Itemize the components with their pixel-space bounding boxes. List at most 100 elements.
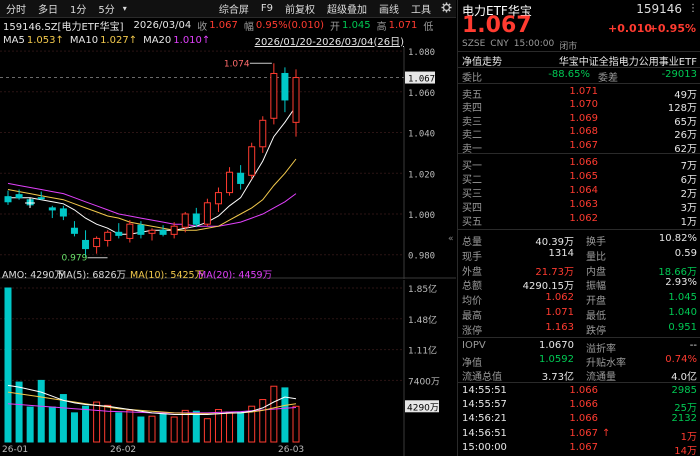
weicha-value: -29013: [661, 69, 697, 80]
currency-text: CNY: [490, 39, 509, 49]
y-tick-label: 1.080: [408, 48, 435, 58]
float-shares-value: 4.0亿: [671, 372, 697, 383]
tick-row: 14:56:51 1.067 ↑ 1万: [458, 427, 700, 443]
vol-ma20-label: MA(20): 4459万: [198, 270, 272, 281]
tick-row: 14:55:57 1.066 25万: [458, 399, 700, 414]
more-icon[interactable]: ⋮: [688, 3, 698, 14]
composite-screen-button[interactable]: 综合屏: [218, 5, 249, 16]
panel-change-pct: +0.95%: [648, 22, 696, 35]
vol-y-tick-label: 7400万: [408, 377, 440, 387]
stats-row: 涨停 1.163 跌停 0.951: [458, 321, 700, 337]
volume-bar: [237, 411, 245, 443]
tab-multiday[interactable]: 多日: [38, 5, 58, 16]
candle-body: [15, 194, 23, 199]
float-label: 流通总值: [462, 372, 502, 383]
tick-price: 1.066: [569, 399, 598, 411]
bid-label: 买一: [462, 161, 482, 172]
stat-value: 1.040: [668, 307, 697, 318]
tools-button[interactable]: 工具: [411, 5, 431, 16]
collapse-handle-icon[interactable]: «: [448, 234, 454, 244]
tick-volume: 2985: [671, 385, 697, 396]
f9-button[interactable]: F9: [260, 3, 273, 14]
webi-label: 委比: [462, 73, 482, 84]
bid-label: 买二: [462, 174, 482, 186]
nav-trend-label[interactable]: 净值走势: [462, 57, 502, 68]
premium-rate-value: 0.74%: [665, 354, 697, 365]
candle-body: [4, 196, 12, 203]
stat-value: 1314: [548, 247, 574, 259]
premium-label: 溢折率: [586, 344, 616, 355]
bid-volume: 2万: [680, 188, 697, 200]
volume-bar: [48, 406, 56, 443]
ma10-value: 1.027↑: [100, 34, 138, 46]
tick-volume: 1万: [680, 431, 697, 443]
panel-security-name: 电力ETF华宝: [462, 4, 532, 18]
bid-volume: 7万: [680, 161, 697, 172]
ask-label: 卖四: [462, 103, 482, 115]
draw-line-button[interactable]: 画线: [379, 5, 399, 16]
nav-value: 1.0592: [539, 354, 574, 365]
tick-time: 14:55:51: [462, 385, 507, 396]
stats-row: 均价 1.062 开盘 1.045: [458, 292, 700, 308]
y-tick-label: 1.060: [408, 89, 435, 99]
candle-body: [281, 72, 289, 101]
period-dropdown-icon[interactable]: ▾: [122, 4, 127, 13]
candle-body: [237, 172, 245, 184]
current-price-tag: [405, 71, 435, 84]
stat-label: 跌停: [586, 325, 606, 337]
candle-body: [148, 229, 156, 234]
tick-price: 1.067: [569, 427, 598, 439]
quote-info-line: 159146.SZ[电力ETF华宝] 2026/03/04 收 1.067 幅 …: [0, 18, 456, 33]
candle-body: [137, 224, 145, 235]
y-tick-label: 1.000: [408, 211, 435, 221]
stat-value: 1.045: [668, 292, 697, 304]
current-volume-label: 4290万: [407, 403, 439, 413]
stat-label: 最低: [586, 311, 606, 322]
nav-trend-row[interactable]: 净值走势 华宝中证全指电力公用事业ETF: [458, 53, 700, 68]
stat-value: 21.73万: [535, 266, 574, 278]
stat-label: 涨停: [462, 325, 482, 337]
ma20-label: MA20: [143, 34, 172, 46]
float-value: 3.73亿: [541, 372, 574, 383]
exchange-text: SZSE: [462, 39, 486, 49]
vol-y-tick-label: 1.48亿: [408, 314, 437, 326]
tab-5min[interactable]: 5分: [98, 5, 115, 16]
bid-price: 1.063: [569, 198, 598, 210]
tab-1min[interactable]: 1分: [70, 5, 87, 16]
stat-value: 0.951: [668, 321, 697, 333]
overlay-button[interactable]: 超级叠加: [327, 5, 367, 16]
tab-intraday[interactable]: 分时: [6, 5, 26, 16]
volume-bar: [203, 418, 211, 443]
close-value: 1.067: [209, 19, 238, 31]
weicha-label: 委差: [598, 73, 618, 84]
low-label: 低: [423, 21, 434, 33]
stat-label: 开盘: [586, 296, 606, 308]
stat-value: 1.062: [545, 292, 574, 304]
status-text: 闭市: [559, 42, 578, 52]
tick-time: 14:56:51: [462, 427, 507, 439]
tick-row: 15:00:00 1.067 14万: [458, 442, 700, 456]
premium-value: --: [689, 340, 697, 351]
ask-price: 1.068: [569, 126, 598, 138]
panel-meta: SZSE CNY 15:00:00 闭市: [462, 39, 577, 52]
candle-body: [48, 207, 56, 211]
bid-price: 1.062: [569, 212, 598, 224]
vol-y-tick-label: 1.11亿: [408, 345, 437, 357]
candle-body: [192, 213, 200, 225]
candle-body: [115, 231, 123, 236]
ma-legend-line: MA5 1.053↑ MA10 1.027↑ MA20 1.010↑ 2026/…: [0, 33, 456, 48]
candle-body: [37, 197, 45, 200]
gear-icon[interactable]: [437, 1, 456, 16]
tick-volume: 2132: [671, 413, 697, 425]
stat-value: 10.82%: [658, 233, 697, 244]
kline-chart[interactable]: 1.080 1.060 1.040 1.020 1.000 0.980 1.067 1.074…: [0, 47, 456, 279]
ma10-label: MA10: [69, 34, 99, 46]
adjust-button[interactable]: 前复权: [285, 5, 315, 16]
volume-bar: [270, 385, 278, 443]
volume-bar: [15, 381, 23, 443]
stat-value: 40.39万: [535, 237, 574, 248]
bid-row: 买五 1.062 1万: [458, 212, 700, 228]
ask-row: 卖三 1.069 65万: [458, 113, 700, 128]
float-shares-label: 流通量: [586, 372, 616, 383]
